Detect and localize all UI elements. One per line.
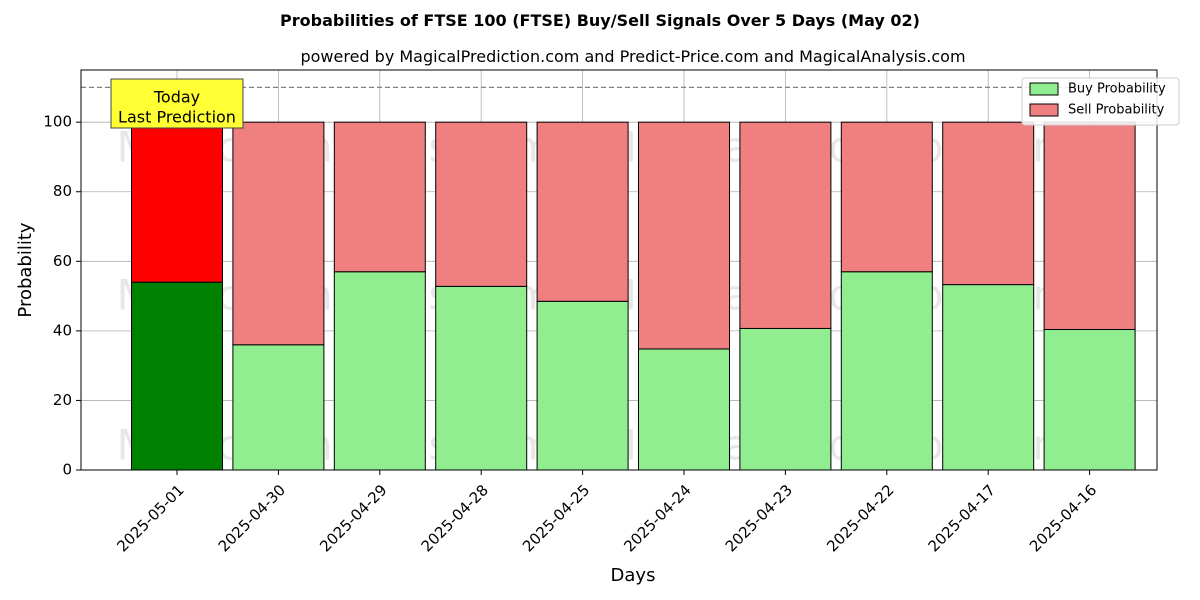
chart-subtitle: powered by MagicalPrediction.com and Pre… xyxy=(300,47,965,66)
bars xyxy=(131,121,1136,471)
legend-label: Sell Probability xyxy=(1068,103,1165,118)
x-tick-label: 2025-04-17 xyxy=(925,481,999,555)
y-tick-label: 40 xyxy=(53,321,72,339)
chart-title: Probabilities of FTSE 100 (FTSE) Buy/Sel… xyxy=(280,11,920,30)
buy-bar xyxy=(333,271,426,471)
legend-swatch xyxy=(1029,103,1059,117)
buy-bar xyxy=(840,271,933,471)
x-tick-label: 2025-04-29 xyxy=(316,481,390,555)
plot-frame xyxy=(80,69,1158,471)
x-tick-label: 2025-04-22 xyxy=(823,481,897,555)
buy-bar xyxy=(435,285,528,471)
annotation-text: Last Prediction xyxy=(118,108,236,127)
buy-bar xyxy=(739,327,832,471)
sell-bar xyxy=(1043,121,1136,330)
y-tick-label: 20 xyxy=(53,391,72,409)
y-tick-label: 80 xyxy=(53,182,72,200)
y-tick-label: 60 xyxy=(53,252,72,270)
sell-bar xyxy=(536,121,629,302)
buy-bar xyxy=(131,281,223,471)
x-tick-label: 2025-04-28 xyxy=(418,481,492,555)
x-tick-label: 2025-04-23 xyxy=(722,481,796,555)
buy-bar xyxy=(942,284,1035,471)
y-tick-label: 0 xyxy=(62,461,72,479)
x-tick-label: 2025-04-24 xyxy=(620,481,694,555)
x-tick-label: 2025-04-30 xyxy=(215,481,289,555)
legend-box xyxy=(1021,77,1180,126)
legend-swatch xyxy=(1029,82,1059,96)
x-tick-label: 2025-04-16 xyxy=(1026,481,1100,555)
x-axis-ticks: 2025-05-01 2025-04-30 2025-04-29 2025-04-28… xyxy=(113,470,1100,555)
annotation-text: Today xyxy=(153,88,200,107)
buy-bar xyxy=(1043,328,1136,471)
sell-bar xyxy=(435,121,528,287)
buy-bar xyxy=(232,344,325,471)
sell-bar xyxy=(333,121,426,273)
sell-bar xyxy=(840,121,933,273)
buy-bar xyxy=(536,300,629,471)
sell-bar xyxy=(942,121,1035,286)
legend: Buy Probability Sell Probability xyxy=(1021,77,1180,126)
buy-bar xyxy=(638,348,730,471)
annotation-box xyxy=(110,78,244,129)
x-axis-label: Days xyxy=(611,565,656,586)
sell-bar xyxy=(638,121,730,350)
legend-label: Buy Probability xyxy=(1068,82,1166,97)
sell-bar xyxy=(739,121,832,329)
x-tick-label: 2025-04-25 xyxy=(519,481,593,555)
y-axis-label: Probability xyxy=(15,222,36,317)
sell-bar xyxy=(232,121,325,346)
sell-bar xyxy=(131,121,223,283)
y-tick-label: 100 xyxy=(43,113,72,131)
y-axis-ticks: 0 20 40 60 80 100 xyxy=(43,113,81,479)
x-tick-label: 2025-05-01 xyxy=(113,481,187,555)
